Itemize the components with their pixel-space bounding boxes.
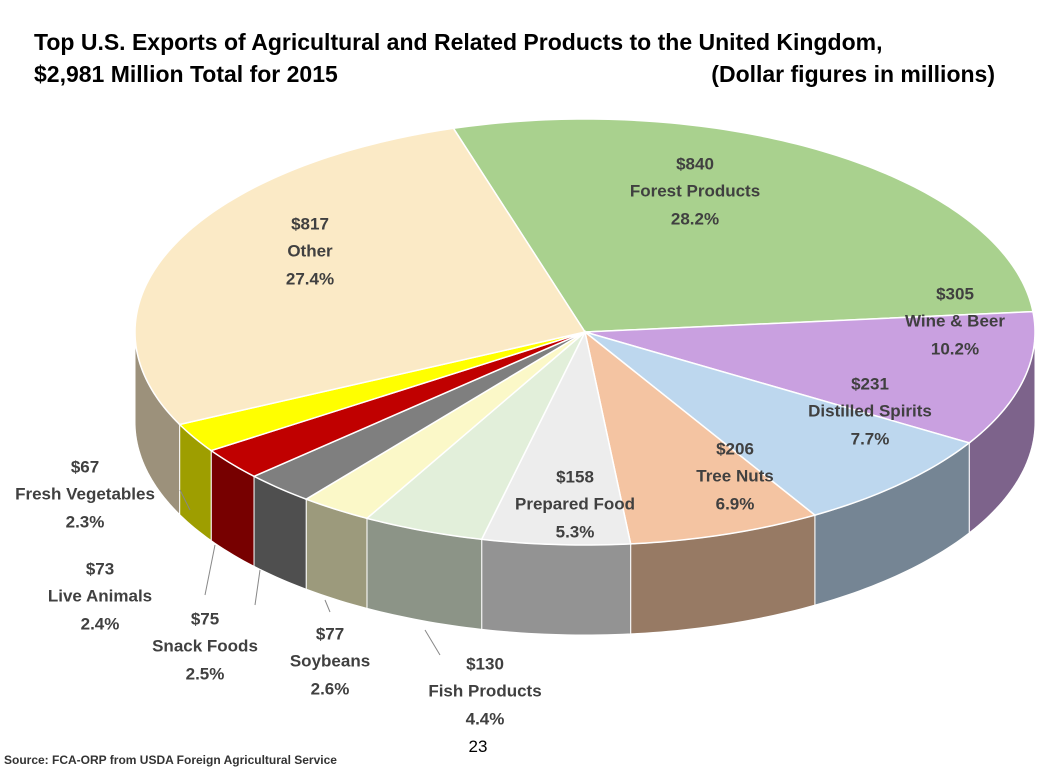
leader-line <box>179 489 191 511</box>
percent-label: 4.4% <box>466 709 505 728</box>
pie-tops <box>134 118 1036 546</box>
chart-title-line2: $2,981 Million Total for 2015 <box>34 61 338 87</box>
slice <box>452 118 1034 333</box>
category-label: Forest Products <box>630 181 760 200</box>
value-label: $75 <box>191 609 219 628</box>
category-label: Snack Foods <box>152 636 258 655</box>
slice <box>365 331 586 541</box>
chart-title: Top U.S. Exports of Agricultural and Rel… <box>34 29 882 55</box>
category-label: Fish Products <box>428 681 541 700</box>
category-label: Live Animals <box>48 586 152 605</box>
percent-label: 27.4% <box>286 269 334 288</box>
slice <box>304 331 586 520</box>
leader-line <box>324 599 331 613</box>
source: Source: FCA-ORP from USDA Foreign Agricu… <box>4 753 337 767</box>
value-label: $206 <box>716 439 754 458</box>
chart-subtitle: (Dollar figures in millions) <box>711 61 995 87</box>
category-label: Wine & Beer <box>905 311 1005 330</box>
value-label: $73 <box>86 559 114 578</box>
category-label: Tree Nuts <box>696 466 773 485</box>
leader-line <box>424 629 441 656</box>
percent-label: 2.5% <box>186 664 225 683</box>
value-label: $231 <box>851 374 889 393</box>
category-label: Prepared Food <box>515 494 635 513</box>
value-label: $77 <box>316 624 344 643</box>
value-label: $840 <box>676 154 714 173</box>
leader-line <box>254 569 261 606</box>
slice <box>209 331 586 478</box>
labels: $840 Forest Products 28.2% $305 Wine & Beer 1… <box>15 154 1005 728</box>
category-label: Soybeans <box>290 651 370 670</box>
slice <box>480 329 632 546</box>
percent-label: 10.2% <box>931 339 979 358</box>
pie-sides <box>134 331 1036 636</box>
value-label: $305 <box>936 284 974 303</box>
category-label: Other <box>287 241 333 260</box>
page-number: 23 <box>469 737 488 756</box>
value-label: $158 <box>556 467 594 486</box>
category-label: Fresh Vegetables <box>15 484 155 503</box>
category-label: Distilled Spirits <box>808 401 932 420</box>
percent-label: 6.9% <box>716 494 755 513</box>
percent-label: 28.2% <box>671 209 719 228</box>
slice <box>134 127 587 426</box>
slice <box>584 331 971 516</box>
slice-side <box>481 538 632 636</box>
percent-label: 5.3% <box>556 522 595 541</box>
value-label: $67 <box>71 457 99 476</box>
percent-label: 2.6% <box>311 679 350 698</box>
slice <box>583 330 817 545</box>
percent-label: 2.4% <box>81 614 120 633</box>
percent-label: 2.3% <box>66 512 105 531</box>
slice <box>584 310 1036 444</box>
percent-label: 7.7% <box>851 429 890 448</box>
value-label: $130 <box>466 654 504 673</box>
value-label: $817 <box>291 214 329 233</box>
leader-line <box>204 544 216 596</box>
